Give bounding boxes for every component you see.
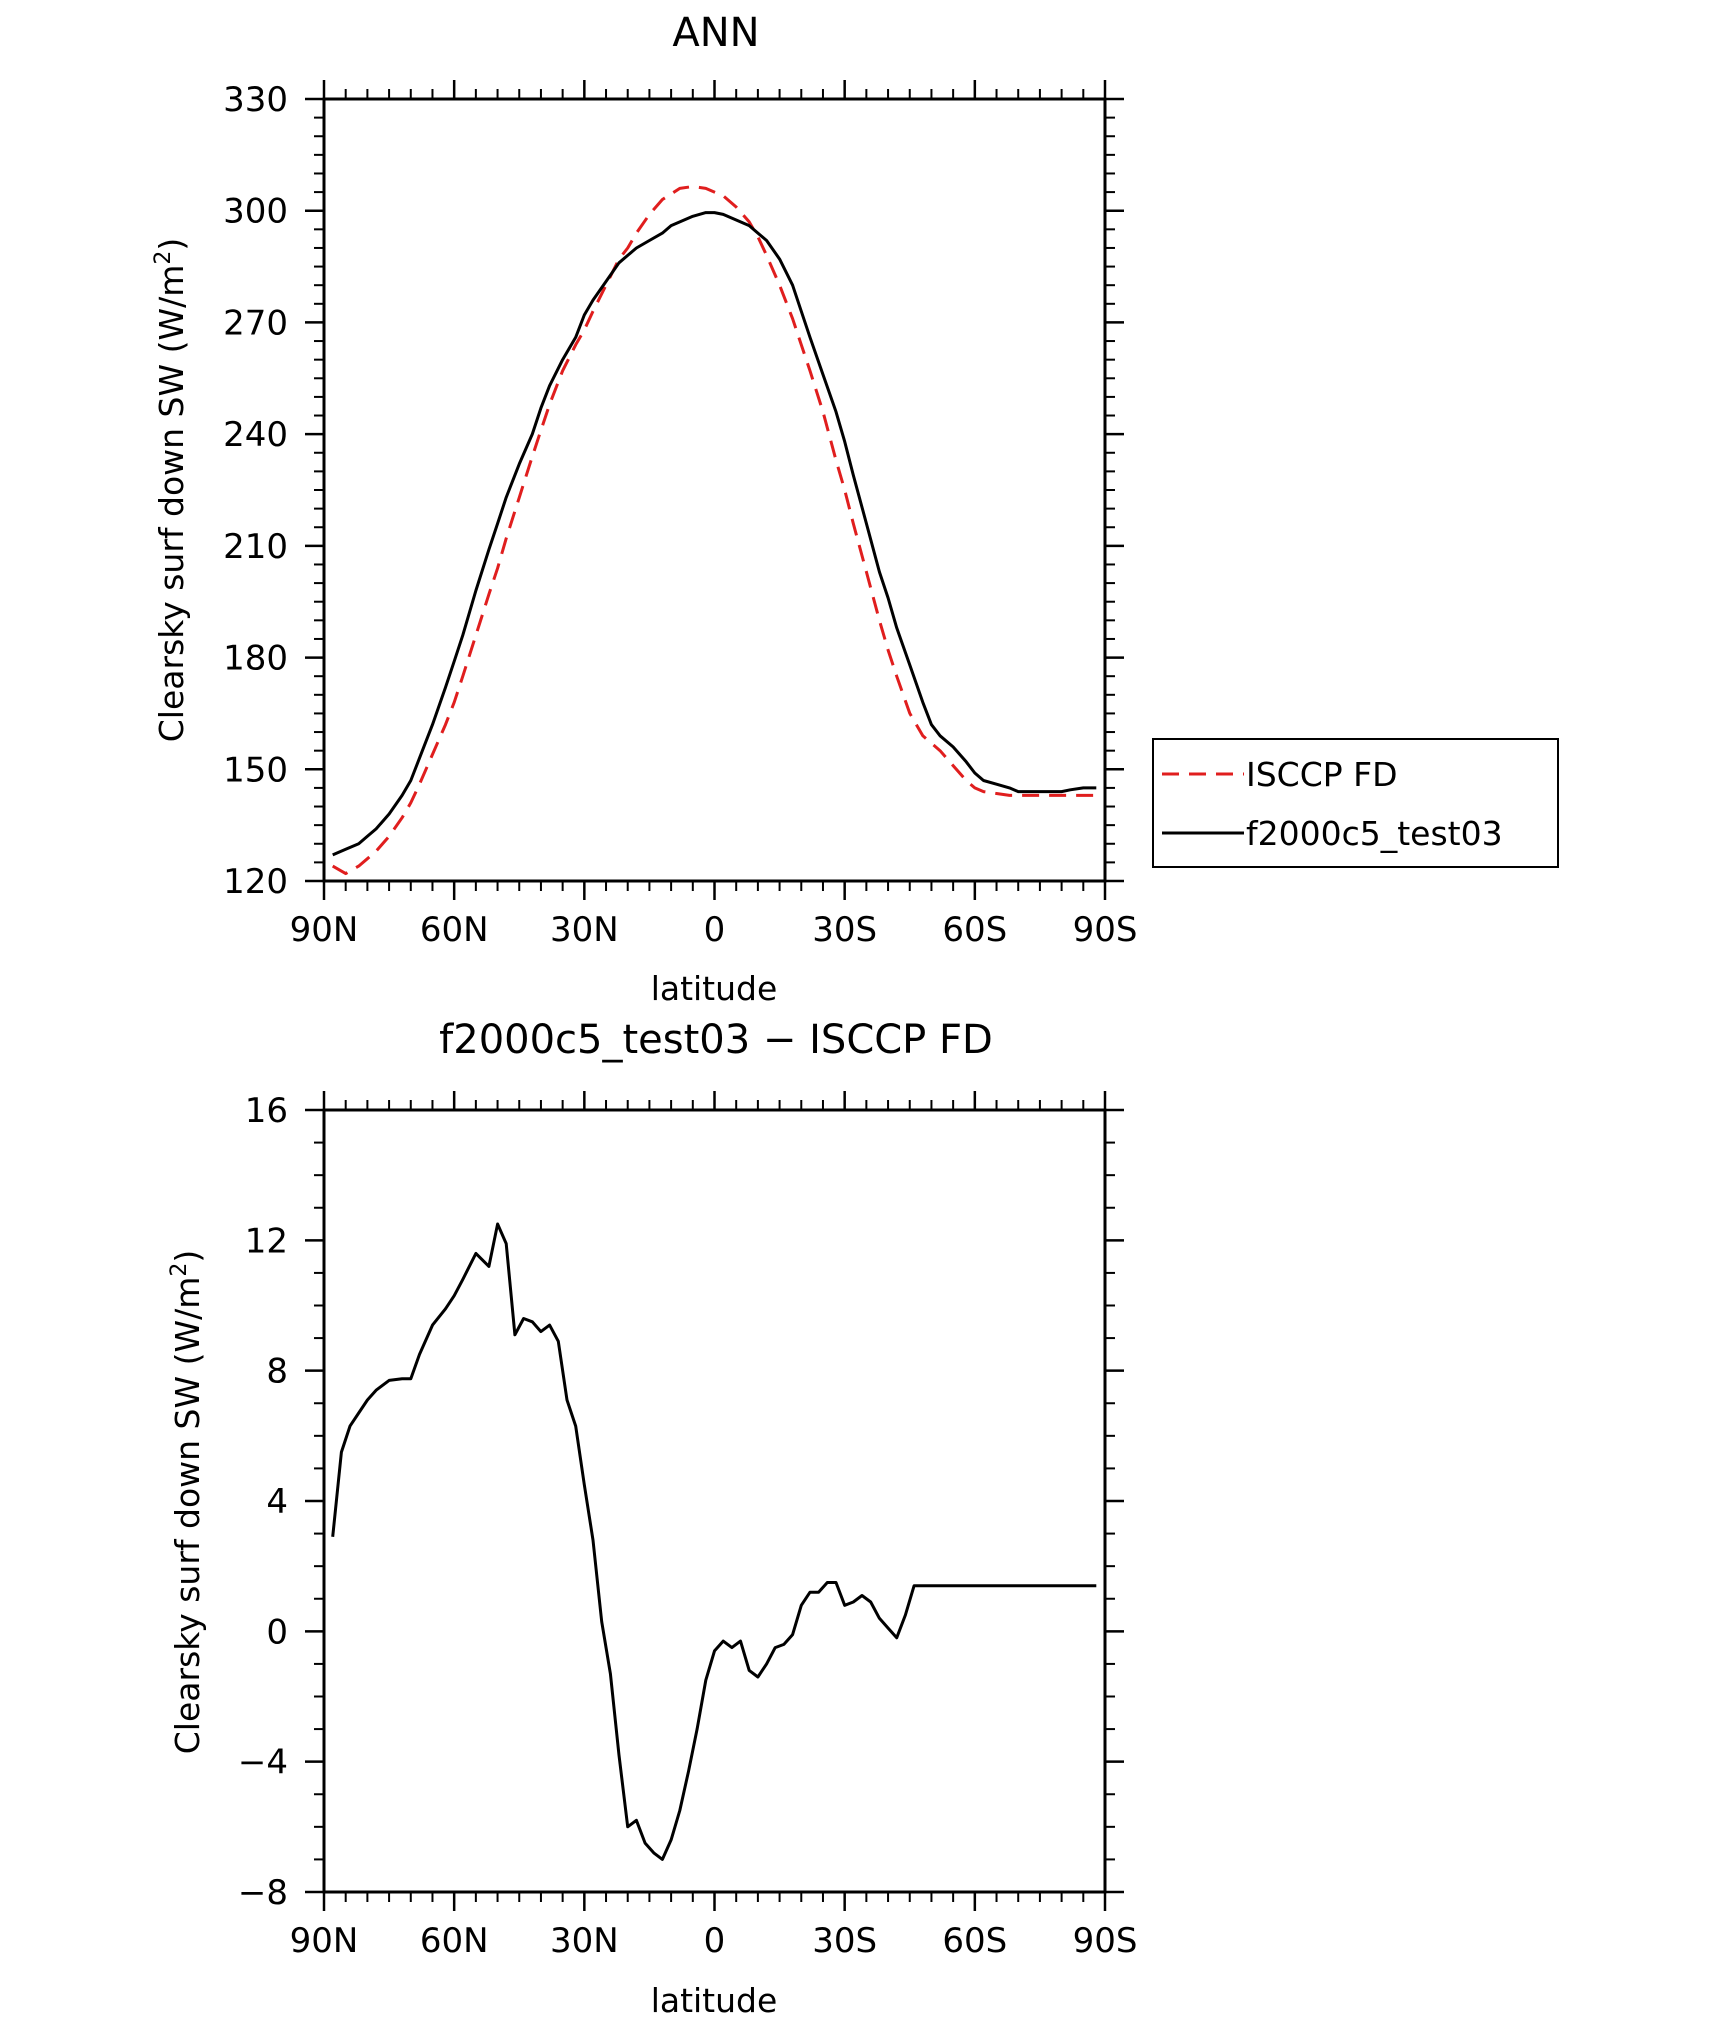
y-tick-label: 120 [223, 862, 288, 902]
y-tick-label: −8 [238, 1873, 288, 1913]
x-tick-label: 60N [420, 910, 489, 950]
y-axis-label: Clearsky surf down SW (W/m2) [151, 238, 191, 742]
x-tick-label: 30S [812, 910, 877, 950]
y-tick-label: 270 [223, 303, 288, 343]
x-tick-label: 60N [420, 1921, 489, 1961]
plot-frame [322, 1108, 1107, 1894]
tick-group: 90N 60N 30N 0 30S 60S 90S −8 −4 0 4 8 12 16 [238, 1091, 1138, 1961]
x-tick-label: 30N [550, 910, 619, 950]
x-axis-label: latitude [651, 969, 778, 1008]
y-tick-label: 300 [223, 192, 288, 232]
x-tick-label: 90N [290, 1921, 359, 1961]
y-tick-label: 0 [266, 1612, 288, 1652]
x-axis-label: latitude [651, 1981, 778, 2020]
x-tick-label: 30S [812, 1921, 877, 1961]
x-tick-label: 0 [704, 1921, 726, 1961]
y-axis-label-text: Clearsky surf down SW (W/m [152, 265, 191, 743]
x-tick-label: 30N [550, 1921, 619, 1961]
x-tick-label: 60S [942, 910, 1007, 950]
legend: ISCCP FD f2000c5_test03 [1152, 738, 1559, 868]
y-axis-label-superscript: 2 [167, 1263, 192, 1277]
legend-label-model: f2000c5_test03 [1246, 814, 1503, 853]
x-tick-label: 60S [942, 1921, 1007, 1961]
y-tick-label: 16 [245, 1091, 288, 1131]
annual-mean-chart: ANN 90N 60N 30N 0 30S 60S 90S 120 150 180 210 240 27… [151, 10, 1559, 1008]
y-tick-label: 8 [266, 1352, 288, 1392]
difference-chart: f2000c5_test03 − ISCCP FD 90N 60N 30N 0 30S 6… [167, 1017, 1137, 2020]
y-tick-label: 240 [223, 415, 288, 455]
y-tick-label: 4 [266, 1482, 288, 1522]
y-tick-label: 210 [223, 527, 288, 567]
x-tick-label: 90S [1073, 1921, 1138, 1961]
plot-frame [322, 97, 1107, 883]
legend-label-isccp: ISCCP FD [1246, 755, 1398, 794]
y-tick-label: 330 [223, 80, 288, 120]
y-axis-label-close: ) [152, 238, 191, 251]
y-tick-label: −4 [238, 1743, 288, 1783]
x-tick-label: 90S [1073, 910, 1138, 950]
series-group [331, 185, 1097, 876]
y-tick-label: 150 [223, 750, 288, 790]
series-line-f2000c5-test03 [332, 211, 1097, 857]
y-axis-label-text: Clearsky surf down SW (W/m [168, 1277, 207, 1755]
y-axis-label: Clearsky surf down SW (W/m2) [167, 1250, 207, 1754]
y-axis-label-close: ) [168, 1250, 207, 1263]
legend-box [1152, 738, 1559, 868]
y-axis-label-superscript: 2 [151, 251, 176, 265]
series-line-f2000c5-test03-isccp-fd [331, 1222, 1097, 1861]
x-tick-label: 0 [704, 910, 726, 950]
y-tick-label: 180 [223, 639, 288, 679]
y-tick-label: 12 [245, 1221, 288, 1261]
series-group [331, 1222, 1097, 1861]
tick-group: 90N 60N 30N 0 30S 60S 90S 120 150 180 210 240 270 300… [223, 80, 1137, 950]
x-tick-label: 90N [290, 910, 359, 950]
series-line-isccp-fd [331, 185, 1097, 876]
chart-title: ANN [672, 10, 759, 56]
chart-title: f2000c5_test03 − ISCCP FD [439, 1017, 993, 1063]
